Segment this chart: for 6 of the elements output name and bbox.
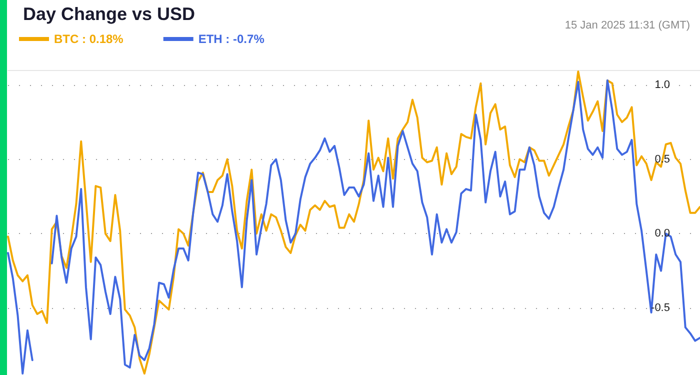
chart-title: Day Change vs USD — [23, 4, 196, 24]
y-tick-label: 1.0 — [654, 78, 670, 91]
text: 15 Jan 2025 11:31 (GMT) — [564, 20, 690, 32]
y-tick-label: 0.0 — [654, 228, 670, 240]
legend-label: ETH : -0.7% — [198, 32, 265, 46]
legend-label: BTC : 0.18% — [54, 32, 124, 46]
